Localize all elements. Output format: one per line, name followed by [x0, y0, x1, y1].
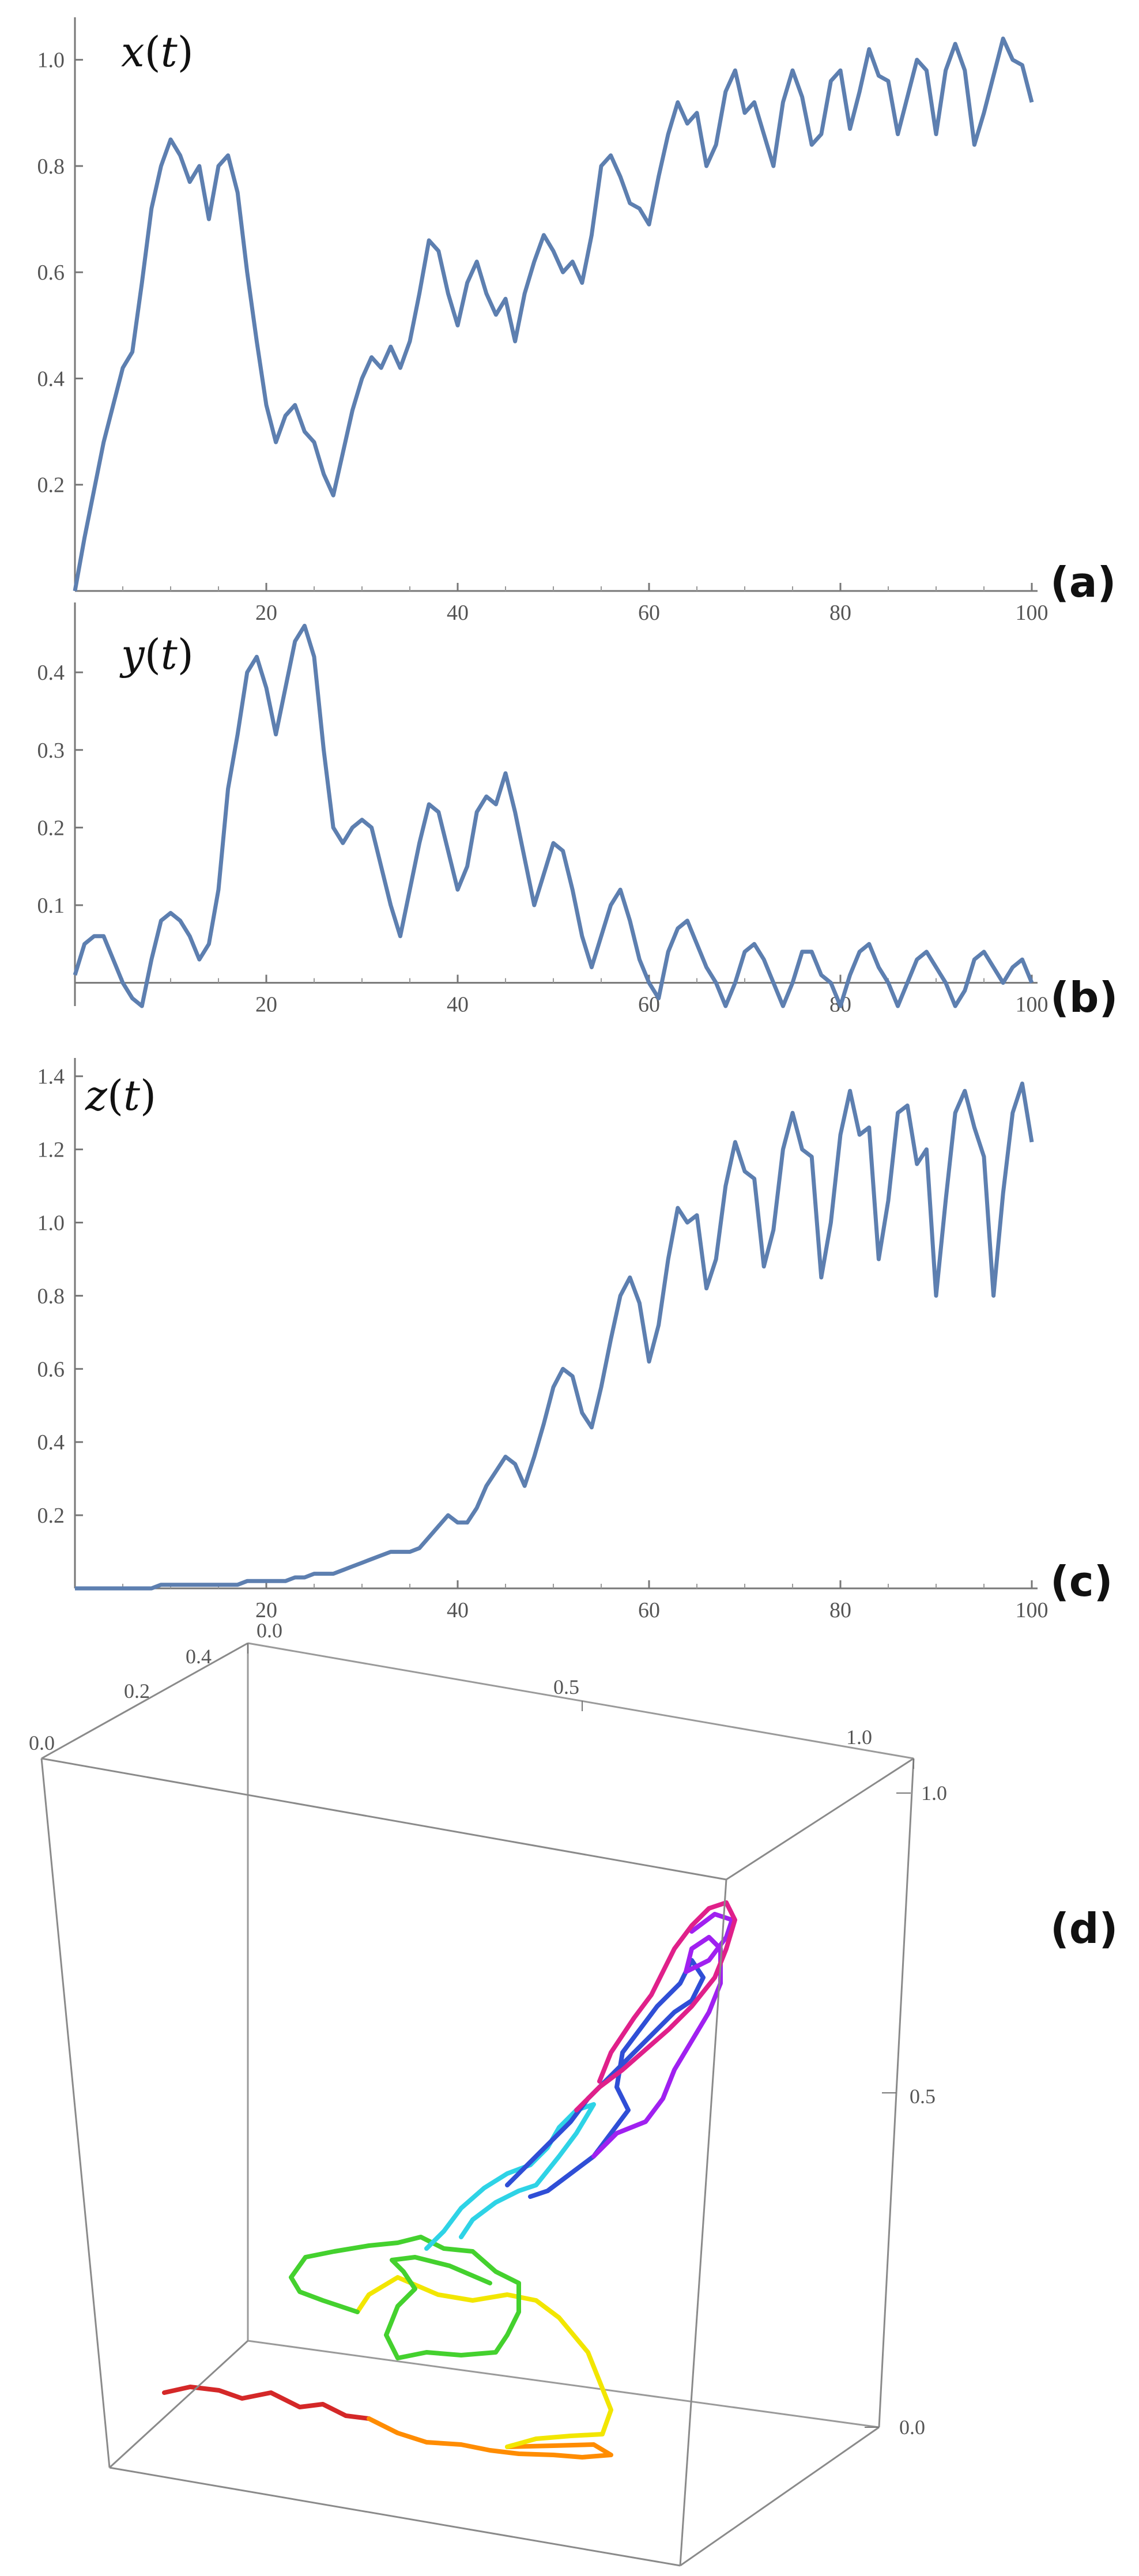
panel-d-label: (d) [1050, 1904, 1118, 1953]
panel-a-axes [74, 17, 1038, 592]
y-tick-label: 0.4 [37, 1430, 65, 1455]
panel-d-top-ticks [247, 1643, 914, 2428]
y-tick-label: 0.3 [37, 739, 65, 763]
panel-d-trajectory [162, 1900, 737, 2460]
panel-a: 20 40 60 80 100 0.2 0.4 0.6 0.8 1.0 x(t) (a) [37, 17, 1116, 625]
panel-c-series-line [75, 1081, 1034, 1591]
panel-b: 20 40 60 80 100 0.1 0.2 0.3 0.4 y(t) (b) [37, 602, 1118, 1022]
y-tick-label: 0.2 [37, 1504, 65, 1528]
panel-b-label: (b) [1050, 973, 1118, 1022]
panel-d-xtop-tick-1: 0.5 [553, 1675, 579, 1698]
y-tick-label: 0.2 [37, 473, 65, 498]
x-tick-label: 100 [1016, 1598, 1049, 1622]
trajectory-segment [367, 2416, 613, 2460]
y-tick-label: 0.4 [37, 367, 65, 391]
x-tick-label: 40 [447, 993, 469, 1017]
y-tick-label: 0.1 [37, 894, 65, 918]
panel-d-box-front [40, 1642, 915, 2567]
panel-b-series-line [73, 623, 1034, 1008]
x-tick-label: 40 [447, 1598, 469, 1622]
trajectory-segment [289, 2235, 521, 2360]
trajectory-segment [574, 1900, 737, 2112]
panel-a-label: (a) [1050, 558, 1116, 607]
x-tick-label: 80 [829, 1598, 851, 1622]
trajectory-segment [591, 1912, 734, 2159]
panel-c: 20 40 60 80 100 0.2 0.4 0.6 0.8 1.0 1.2 1.4 z(t) (c… [37, 1058, 1113, 1622]
x-tick-label: 100 [1016, 601, 1049, 625]
y-tick-label: 1.2 [37, 1138, 65, 1162]
panel-c-axes [74, 1058, 1038, 1590]
panel-c-label: (c) [1050, 1557, 1113, 1606]
y-tick-label: 0.2 [37, 816, 65, 840]
panel-c-ylabel: z(t) [85, 1071, 156, 1120]
panel-c-ticks: 20 40 60 80 100 0.2 0.4 0.6 0.8 1.0 1.2 1.4 [37, 1065, 1049, 1622]
y-tick-label: 0.8 [37, 155, 65, 179]
y-tick-label: 1.4 [37, 1065, 65, 1089]
x-tick-label: 20 [255, 601, 277, 625]
panel-d-xtop-tick-0: 0.0 [257, 1619, 282, 1642]
y-tick-label: 0.6 [37, 1357, 65, 1381]
x-tick-label: 60 [638, 601, 660, 625]
y-tick-label: 0.4 [37, 661, 65, 685]
panel-d-xtop-tick-2: 1.0 [846, 1726, 872, 1749]
x-tick-label: 80 [829, 601, 851, 625]
panel-d-box-back [247, 1642, 914, 2428]
panel-d: 0.0 0.2 0.4 0.0 0.5 1.0 0.0 0.5 1.0 (d) [29, 1619, 1118, 2567]
panel-d-z-tick-2: 1.0 [921, 1782, 947, 1805]
x-tick-label: 40 [447, 601, 469, 625]
x-tick-label: 100 [1016, 993, 1049, 1017]
panel-d-ydepth-tick-2: 0.4 [186, 1645, 212, 1668]
panel-a-ylabel: x(t) [121, 28, 194, 76]
y-tick-label: 0.8 [37, 1284, 65, 1308]
panel-a-ticks: 20 40 60 80 100 0.2 0.4 0.6 0.8 1.0 [37, 48, 1049, 625]
panel-d-z-tick-0: 0.0 [899, 2416, 925, 2439]
x-tick-label: 60 [638, 1598, 660, 1622]
y-tick-label: 1.0 [37, 1211, 65, 1236]
y-tick-label: 1.0 [37, 48, 65, 73]
y-tick-label: 0.6 [37, 261, 65, 285]
panel-d-ydepth-tick-1: 0.2 [124, 1679, 150, 1703]
panel-b-ylabel: y(t) [119, 630, 194, 679]
x-tick-label: 20 [255, 993, 277, 1017]
trajectory-segment [355, 2275, 613, 2449]
panel-a-series-line [73, 36, 1034, 592]
panel-d-z-tick-1: 0.5 [910, 2085, 936, 2108]
panel-d-ydepth-tick-0: 0.0 [29, 1731, 55, 1754]
x-tick-label: 20 [255, 1598, 277, 1622]
trajectory-segment [162, 2385, 371, 2421]
panel-b-axes [74, 602, 1038, 1006]
